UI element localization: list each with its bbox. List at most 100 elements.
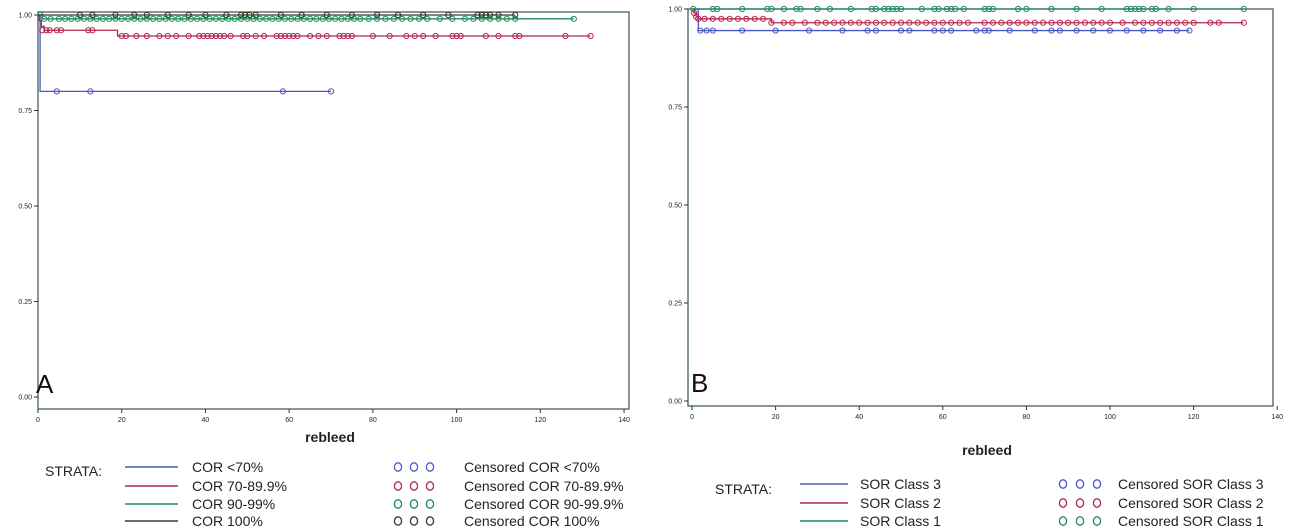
censored-point	[357, 15, 364, 22]
censored-point	[1186, 27, 1193, 34]
censored-point	[495, 11, 502, 19]
censored-point	[764, 5, 771, 13]
legend-censored-swatch	[409, 462, 419, 472]
censored-point	[373, 11, 381, 19]
censored-point	[294, 15, 301, 22]
censored-point	[743, 15, 750, 22]
censored-point	[906, 19, 913, 26]
censored-point	[1148, 19, 1155, 26]
censored-point	[1140, 5, 1147, 13]
censored-point	[1014, 5, 1022, 13]
legend-line-label: SOR Class 1	[860, 513, 941, 529]
censored-point	[53, 88, 60, 95]
censored-point	[89, 27, 96, 34]
censored-point	[1056, 19, 1063, 26]
y-tick-label: 1.00	[668, 7, 682, 14]
censored-point	[313, 15, 320, 22]
censored-point	[57, 27, 65, 34]
censored-point	[407, 15, 414, 22]
censored-point	[981, 19, 988, 26]
censored-point	[943, 5, 951, 13]
x-tick-label: 0	[690, 414, 694, 421]
legend-censored-swatch	[1092, 498, 1102, 508]
censored-point	[1106, 19, 1114, 26]
censored-point	[294, 32, 301, 40]
legend-censored-label: Censored SOR Class 3	[1118, 476, 1264, 492]
censored-point	[124, 15, 132, 22]
censored-point	[242, 11, 249, 19]
censored-point	[839, 27, 846, 34]
legend-censored-swatch	[393, 462, 403, 472]
censored-point	[131, 15, 138, 22]
censored-point	[1140, 27, 1147, 34]
series-2	[36, 11, 577, 22]
censored-point	[118, 15, 125, 22]
censored-point	[814, 19, 821, 26]
censored-point	[906, 27, 913, 34]
x-tick-label: 120	[1188, 414, 1200, 421]
legend-censored-swatch	[1058, 498, 1068, 508]
legend-censored-swatch	[425, 462, 435, 472]
censored-point	[39, 27, 46, 34]
censored-point	[1073, 19, 1080, 26]
censored-point	[143, 32, 150, 40]
censored-point	[1152, 5, 1160, 13]
censored-point	[739, 5, 746, 13]
censored-point	[703, 27, 710, 34]
censored-point	[914, 19, 921, 26]
censored-point	[315, 32, 322, 40]
censored-point	[369, 32, 376, 40]
censored-point	[1006, 27, 1013, 34]
legend-line-label: COR <70%	[192, 459, 263, 475]
legend-censored-swatch	[425, 499, 435, 509]
censored-point	[964, 19, 971, 26]
censored-point	[793, 5, 800, 13]
censored-point	[726, 15, 733, 22]
censored-point	[143, 15, 150, 22]
legend-censored-swatch	[1058, 479, 1068, 489]
censored-point	[1106, 27, 1114, 34]
censored-point	[751, 15, 758, 22]
censored-point	[864, 27, 871, 34]
censored-point	[281, 32, 289, 40]
censored-point	[789, 19, 796, 26]
censored-point	[1073, 5, 1080, 13]
censored-point	[175, 15, 182, 22]
x-tick-label: 20	[772, 414, 780, 421]
censored-point	[516, 32, 523, 40]
series-3	[38, 11, 519, 19]
censored-point	[212, 32, 220, 40]
censored-point	[889, 19, 896, 26]
censored-point	[319, 15, 326, 22]
censored-point	[277, 32, 284, 40]
censored-point	[156, 32, 163, 40]
censored-point	[872, 27, 880, 34]
censored-point	[695, 15, 702, 22]
censored-point	[173, 32, 180, 40]
censored-point	[306, 15, 314, 22]
censored-point	[1123, 5, 1130, 13]
censored-point	[847, 5, 854, 13]
legend-censored-label: Censored COR 70-89.9%	[464, 478, 624, 494]
censored-point	[208, 32, 215, 40]
censored-point	[697, 27, 704, 34]
censored-point	[872, 19, 880, 26]
censored-point	[1048, 19, 1055, 26]
censored-point	[403, 32, 410, 40]
censored-point	[231, 15, 238, 22]
legend-censored-swatch	[425, 516, 435, 526]
censored-point	[482, 11, 490, 19]
censored-point	[156, 15, 163, 22]
censored-point	[1190, 19, 1197, 26]
y-tick-label: 1.00	[18, 13, 32, 20]
censored-point	[922, 19, 930, 26]
censored-point	[1081, 19, 1089, 26]
series-1	[690, 8, 1247, 26]
censored-point	[263, 15, 270, 22]
censored-point	[420, 32, 427, 40]
legend-strata-label: STRATA:	[715, 481, 772, 497]
censored-point	[985, 5, 992, 13]
legend-censored-swatch	[1092, 516, 1102, 526]
censored-point	[47, 15, 54, 22]
censored-point	[918, 5, 926, 13]
